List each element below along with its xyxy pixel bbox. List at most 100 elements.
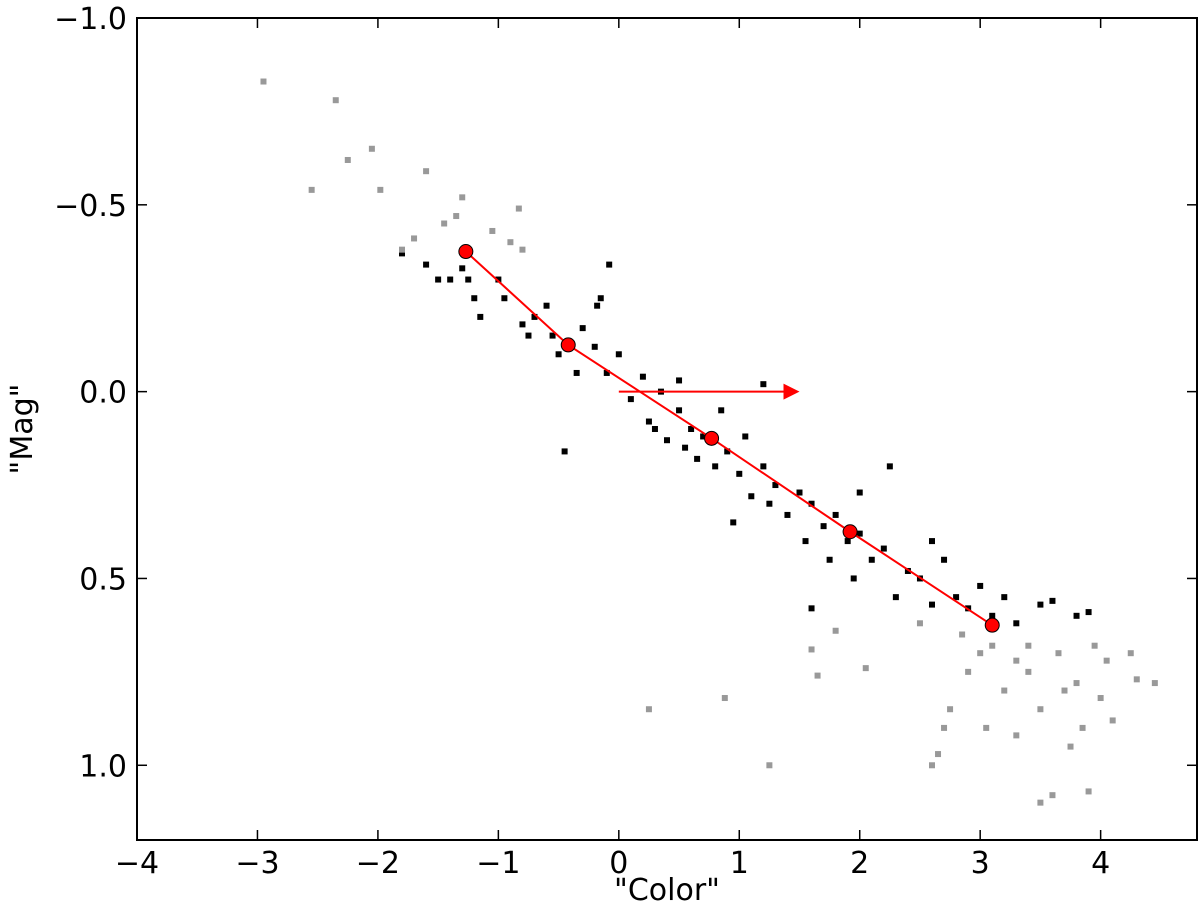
- data-point: [423, 168, 430, 175]
- y-tick-label: −1.0: [54, 2, 127, 37]
- data-point: [1055, 650, 1062, 657]
- data-point: [977, 650, 984, 657]
- data-point: [591, 343, 598, 350]
- x-tick-label: 2: [850, 846, 869, 881]
- data-point: [862, 665, 869, 672]
- data-point: [308, 186, 315, 193]
- data-point: [916, 620, 923, 627]
- data-point: [1091, 642, 1098, 649]
- data-point: [850, 575, 857, 582]
- data-point: [399, 246, 405, 253]
- y-tick-label: 0.0: [79, 376, 127, 411]
- data-point: [682, 444, 689, 451]
- fit-point: [560, 337, 576, 353]
- data-point: [736, 470, 743, 477]
- data-point: [721, 695, 728, 702]
- data-point: [645, 706, 652, 713]
- data-point: [639, 373, 646, 380]
- data-point: [1133, 676, 1140, 683]
- data-point: [423, 261, 430, 268]
- data-point: [904, 567, 911, 574]
- data-point: [1085, 609, 1092, 616]
- data-point: [368, 145, 375, 152]
- data-point: [983, 724, 990, 731]
- data-point: [1109, 717, 1116, 724]
- data-point: [772, 482, 779, 489]
- data-point: [603, 369, 610, 376]
- x-tick-label: 1: [730, 846, 749, 881]
- fit-point: [704, 430, 720, 446]
- data-point: [694, 455, 701, 462]
- data-point: [989, 612, 996, 619]
- y-tick-label: −0.5: [54, 189, 127, 224]
- data-point: [664, 437, 670, 444]
- data-point: [615, 351, 622, 358]
- x-tick-label: −2: [356, 846, 400, 881]
- data-point: [953, 594, 960, 601]
- data-point: [1073, 680, 1080, 687]
- arrow-head: [783, 383, 800, 400]
- data-point: [688, 426, 695, 432]
- data-point: [802, 538, 809, 545]
- data-point: [929, 601, 935, 608]
- data-point: [832, 627, 839, 634]
- data-point: [1037, 601, 1044, 608]
- data-point: [1049, 792, 1056, 799]
- data-point: [676, 407, 683, 414]
- fit-point: [458, 244, 474, 260]
- data-point: [989, 642, 996, 649]
- data-point: [844, 538, 851, 545]
- data-point: [477, 313, 484, 320]
- data-point: [941, 724, 948, 731]
- data-point: [1037, 799, 1044, 806]
- data-point: [519, 246, 526, 253]
- data-point: [519, 321, 526, 328]
- x-tick-label: 4: [1091, 846, 1110, 881]
- data-point: [935, 751, 942, 758]
- data-point: [676, 377, 683, 384]
- fit-point: [984, 617, 1000, 633]
- data-point: [880, 545, 887, 552]
- data-point: [1025, 642, 1032, 649]
- data-point: [718, 407, 725, 414]
- data-point: [856, 530, 863, 537]
- data-point: [260, 78, 267, 85]
- data-point: [892, 594, 899, 601]
- data-point: [435, 276, 442, 283]
- data-point: [1085, 788, 1092, 795]
- data-point: [814, 672, 821, 679]
- data-point: [760, 463, 767, 470]
- data-point: [579, 325, 586, 332]
- data-point: [808, 500, 815, 507]
- data-point: [332, 97, 339, 104]
- data-point: [820, 523, 827, 530]
- data-point: [594, 302, 601, 309]
- data-point: [730, 519, 737, 526]
- data-point: [377, 186, 384, 193]
- data-point: [832, 511, 839, 518]
- data-point: [459, 265, 466, 272]
- data-point: [1001, 594, 1008, 601]
- data-point: [573, 369, 580, 376]
- data-point: [760, 381, 767, 388]
- data-point: [748, 493, 755, 500]
- data-point: [1061, 687, 1068, 694]
- data-point: [561, 448, 568, 455]
- data-point: [515, 205, 522, 212]
- data-point: [399, 250, 405, 257]
- data-point: [344, 156, 351, 163]
- data-point: [471, 295, 478, 302]
- data-point: [555, 351, 562, 358]
- data-point: [459, 194, 466, 201]
- data-point: [1025, 668, 1032, 675]
- data-point: [501, 295, 508, 302]
- data-point: [1127, 650, 1134, 657]
- data-point: [784, 511, 791, 518]
- data-point: [645, 418, 652, 425]
- data-point: [868, 556, 875, 563]
- x-tick-label: −3: [235, 846, 279, 881]
- data-point: [856, 489, 863, 496]
- data-point: [1037, 706, 1044, 713]
- data-point: [766, 762, 773, 769]
- data-point: [531, 313, 538, 320]
